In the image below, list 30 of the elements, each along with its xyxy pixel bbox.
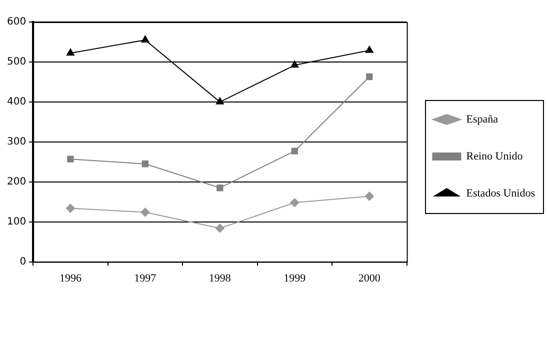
point <box>142 160 149 168</box>
y-tick-label: 100 <box>6 216 26 228</box>
point <box>290 198 300 208</box>
legend-label: Estados Unidos <box>466 187 535 200</box>
y-tick-label: 500 <box>6 56 26 68</box>
point <box>365 46 374 53</box>
point <box>364 192 374 201</box>
point <box>141 35 150 42</box>
y-tick-label: 0 <box>20 256 26 268</box>
point <box>216 97 224 104</box>
x-tick-label: 1996 <box>59 272 82 284</box>
point <box>216 184 224 192</box>
point <box>366 73 373 80</box>
legend-label: España <box>466 113 498 126</box>
point <box>291 148 298 154</box>
x-tick-label: 1997 <box>134 272 157 284</box>
y-tick-label: 300 <box>6 136 26 148</box>
point <box>66 48 74 56</box>
point <box>215 224 224 233</box>
point <box>140 208 150 217</box>
point <box>66 204 75 213</box>
point <box>290 60 299 68</box>
x-tick-label: 2000 <box>358 272 381 284</box>
legend-label: Reino Unido <box>466 150 524 162</box>
y-tick-label: 400 <box>6 96 26 108</box>
x-tick-label: 1998 <box>208 272 232 284</box>
y-tick-label: 600 <box>6 16 26 28</box>
point <box>67 156 74 162</box>
y-tick-label: 200 <box>6 176 26 188</box>
x-tick-label: 1999 <box>284 272 306 284</box>
